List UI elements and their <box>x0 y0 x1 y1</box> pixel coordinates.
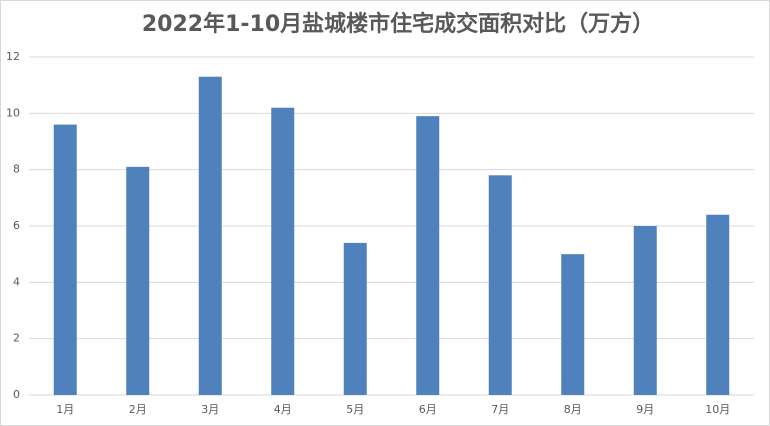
bar <box>198 76 222 395</box>
bar <box>343 242 367 395</box>
bar <box>126 166 150 395</box>
x-tick-label: 9月 <box>636 403 654 416</box>
x-tick-label: 10月 <box>705 403 730 416</box>
y-tick-label: 10 <box>6 106 20 119</box>
bar <box>271 107 295 395</box>
x-tick-label: 5月 <box>346 403 364 416</box>
x-tick-label: 3月 <box>201 403 219 416</box>
bar <box>488 175 512 395</box>
x-tick-label: 1月 <box>56 403 74 416</box>
y-tick-label: 4 <box>13 275 20 288</box>
bar <box>53 124 77 395</box>
bar <box>561 254 585 395</box>
y-tick-label: 6 <box>13 219 20 232</box>
bar <box>416 116 440 396</box>
chart-title: 2022年1-10月盐城楼市住宅成交面积对比（万方） <box>142 11 654 37</box>
y-tick-label: 12 <box>6 50 20 63</box>
x-tick-label: 7月 <box>491 403 509 416</box>
bar <box>706 214 730 395</box>
y-tick-label: 8 <box>13 163 20 176</box>
x-tick-label: 2月 <box>129 403 147 416</box>
x-tick-label: 6月 <box>419 403 437 416</box>
y-tick-label: 2 <box>13 332 20 345</box>
y-tick-label: 0 <box>13 388 20 401</box>
bar <box>633 226 657 395</box>
x-tick-label: 8月 <box>564 403 582 416</box>
x-tick-label: 4月 <box>274 403 292 416</box>
